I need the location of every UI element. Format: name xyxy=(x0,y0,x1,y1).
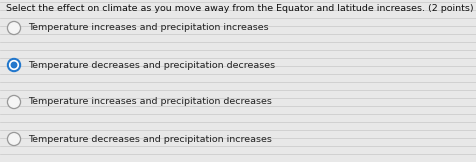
Text: Select the effect on climate as you move away from the Equator and latitude incr: Select the effect on climate as you move… xyxy=(6,4,474,13)
Circle shape xyxy=(10,61,19,69)
Circle shape xyxy=(9,23,19,33)
Circle shape xyxy=(8,133,20,145)
Text: Temperature decreases and precipitation increases: Temperature decreases and precipitation … xyxy=(28,134,272,144)
Circle shape xyxy=(9,134,19,144)
Text: Temperature increases and precipitation decreases: Temperature increases and precipitation … xyxy=(28,98,272,106)
Circle shape xyxy=(8,22,20,35)
Circle shape xyxy=(8,58,20,71)
Circle shape xyxy=(8,96,20,109)
Circle shape xyxy=(9,97,19,107)
Circle shape xyxy=(11,62,17,68)
Text: Temperature increases and precipitation increases: Temperature increases and precipitation … xyxy=(28,23,268,33)
Text: Temperature decreases and precipitation decreases: Temperature decreases and precipitation … xyxy=(28,60,275,69)
